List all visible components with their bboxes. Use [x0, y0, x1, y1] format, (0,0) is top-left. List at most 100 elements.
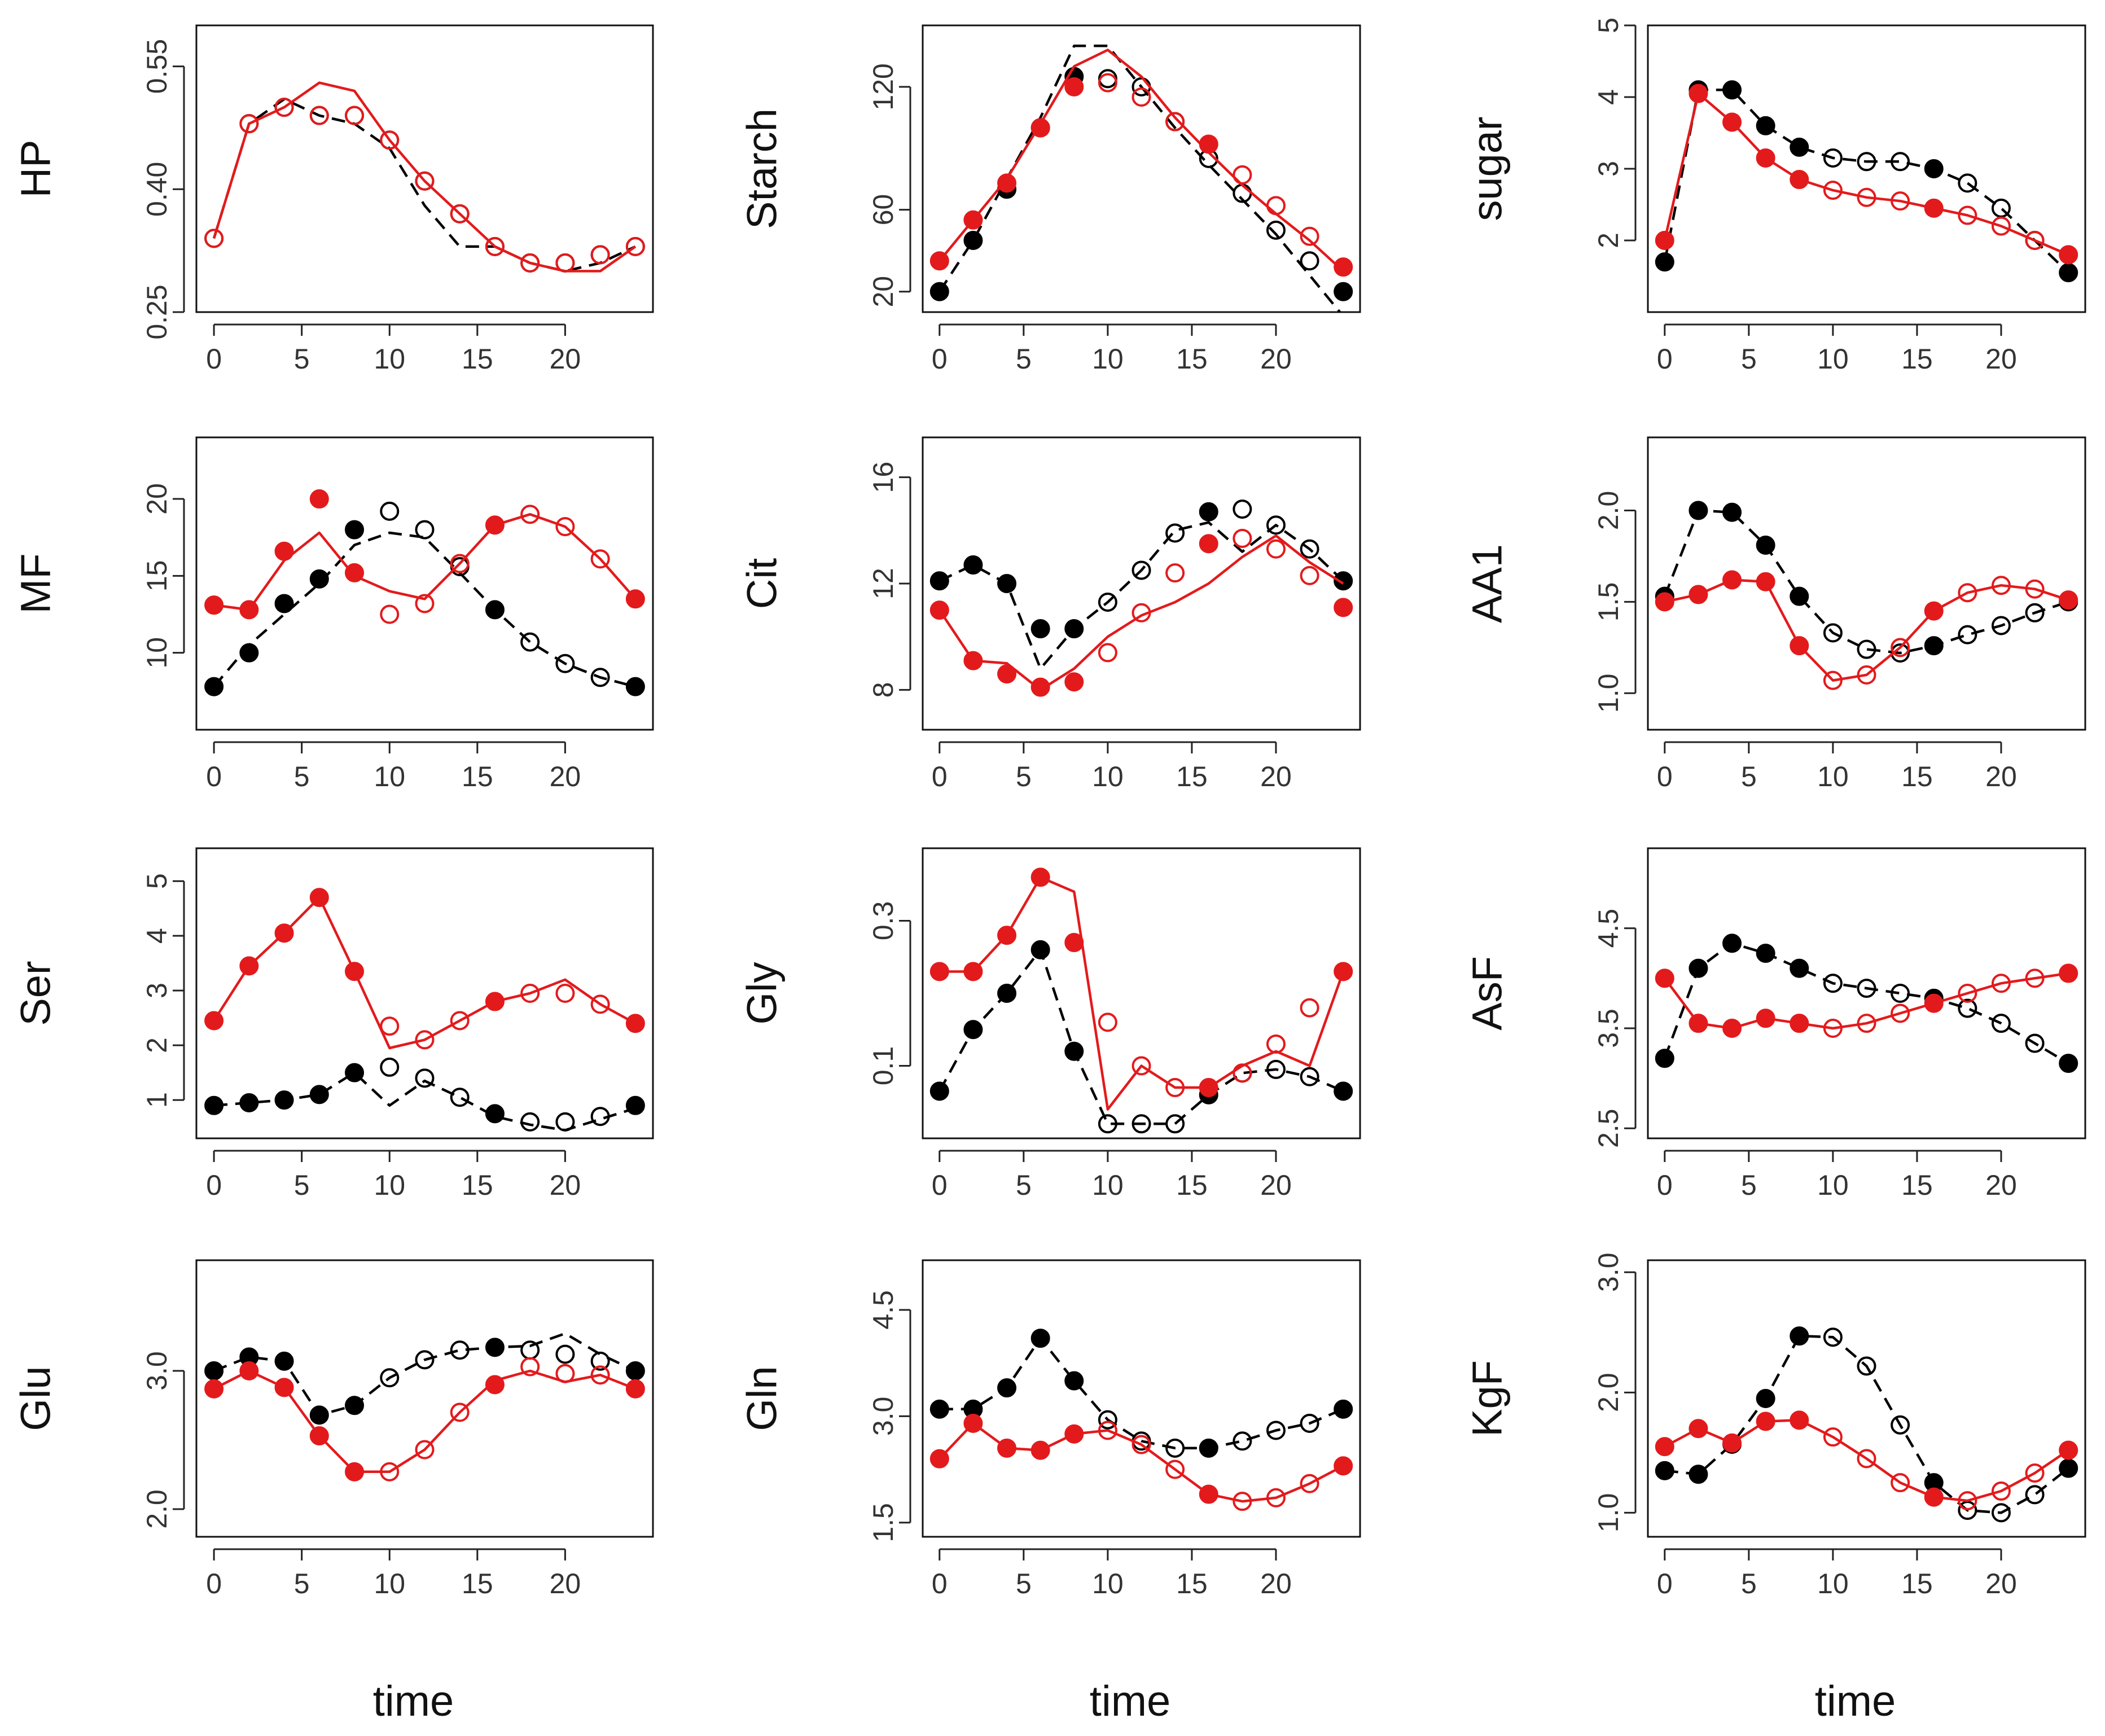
- x-tick-label: 0: [1657, 343, 1673, 375]
- y-tick-label: 15: [141, 560, 173, 592]
- x-tick-label: 0: [932, 1568, 948, 1599]
- red-observed-points: [1655, 570, 2078, 690]
- y-tick-label: 1.5: [867, 1503, 899, 1542]
- y-tick-label: 0.3: [867, 901, 899, 941]
- red-fit-line: [1663, 972, 2069, 1030]
- data-point: [1891, 1003, 1910, 1023]
- panel-ser: 0 5 10 15 20 1 2 3 4 5 Ser: [12, 847, 654, 1201]
- data-point: [1891, 638, 1910, 657]
- y-axis-label: Ser: [12, 961, 59, 1025]
- y-tick-label: 1.0: [1593, 673, 1624, 713]
- x-tick-label: 15: [1901, 761, 1933, 792]
- black-fit-line: [1663, 89, 2069, 274]
- y-tick-label: 16: [867, 462, 899, 493]
- black-fit-line: [213, 531, 636, 688]
- data-point: [520, 505, 540, 524]
- data-point: [1823, 1427, 1843, 1447]
- data-point: [590, 668, 610, 687]
- x-axis: 0 5 10 15 20: [1657, 741, 2017, 792]
- x-tick-label: 0: [206, 343, 222, 375]
- data-point: [1991, 616, 2011, 635]
- y-axis-label: Starch: [739, 108, 786, 229]
- red-fit-line: [939, 876, 1345, 1111]
- x-tick-label: 5: [1741, 1568, 1757, 1599]
- data-point: [1199, 534, 1218, 554]
- data-point: [1030, 619, 1050, 639]
- data-point: [1823, 181, 1843, 200]
- x-axis: 0 5 10 15 20: [206, 1150, 581, 1201]
- data-point: [1991, 216, 2011, 236]
- data-point: [415, 520, 435, 540]
- y-tick-label: 1: [141, 1092, 173, 1108]
- data-point: [450, 1011, 470, 1031]
- y-axis-label: Gln: [739, 1366, 786, 1431]
- black-observed-points: [204, 1338, 645, 1425]
- data-point: [1334, 962, 1353, 981]
- red-fit-line: [212, 81, 637, 273]
- data-point: [1991, 1503, 2011, 1523]
- black-fit-line: [1663, 509, 2069, 655]
- y-tick-label: 3.0: [141, 1351, 173, 1391]
- x-tick-label: 10: [1817, 1568, 1849, 1599]
- data-point: [309, 1085, 329, 1104]
- data-point: [1958, 625, 1977, 645]
- data-point: [380, 501, 400, 521]
- data-point: [1266, 539, 1286, 559]
- x-axis: 0 5 10 15 20: [206, 323, 581, 375]
- data-point: [1165, 112, 1185, 131]
- black-fit-line: [213, 1332, 636, 1417]
- data-point: [1300, 1474, 1319, 1493]
- y-axis-label: Gly: [739, 962, 786, 1025]
- data-point: [1266, 220, 1286, 240]
- data-point: [1823, 974, 1843, 993]
- y-tick-label: 2: [141, 1037, 173, 1053]
- data-point: [2025, 1485, 2045, 1505]
- data-point: [2025, 603, 2045, 622]
- data-point: [204, 1379, 224, 1399]
- y-axis: 2.5 3.5 4.5: [1593, 909, 1637, 1148]
- data-point: [1199, 134, 1218, 154]
- x-tick-label: 20: [550, 761, 581, 792]
- y-axis: 1 2 3 4 5: [141, 873, 185, 1108]
- data-point: [555, 654, 575, 673]
- data-point: [1823, 623, 1843, 643]
- data-point: [485, 236, 505, 256]
- red-fit-line: [213, 1369, 636, 1474]
- data-point: [1064, 672, 1084, 692]
- x-axis: 0 5 10 15 20: [932, 1150, 1292, 1201]
- data-point: [1098, 1012, 1117, 1032]
- x-axis: 0 5 10 15 20: [932, 1548, 1292, 1599]
- data-point: [520, 632, 540, 652]
- data-point: [1266, 196, 1286, 216]
- x-tick-label: 20: [1985, 343, 2017, 375]
- plot-frame: [195, 436, 654, 731]
- data-point: [1165, 523, 1185, 543]
- data-point: [1233, 499, 1252, 519]
- data-point: [1233, 165, 1252, 185]
- data-point: [1891, 1415, 1910, 1435]
- y-tick-label: 4.5: [1593, 909, 1624, 948]
- plot-frame: [195, 847, 654, 1139]
- data-point: [997, 173, 1017, 193]
- y-axis-label: AsF: [1464, 956, 1511, 1031]
- red-observed-points: [204, 888, 645, 1050]
- data-point: [274, 98, 294, 117]
- data-point: [1030, 677, 1050, 697]
- x-tick-label: 0: [1657, 1568, 1673, 1599]
- data-point: [963, 231, 983, 250]
- red-fit-line: [1664, 578, 2069, 682]
- red-fit-line: [213, 513, 637, 611]
- x-tick-label: 0: [1657, 761, 1673, 792]
- red-observed-points: [204, 1357, 645, 1481]
- black-observed-points: [929, 499, 1353, 639]
- data-point: [997, 664, 1017, 684]
- y-axis: 1.0 1.5 2.0: [1593, 491, 1637, 713]
- black-fit-line: [938, 948, 1344, 1125]
- panel-hp: 0 5 10 15 20 0.25 0.40 0.55 HP: [12, 24, 654, 375]
- y-tick-label: 120: [867, 63, 899, 110]
- x-axis: 0 5 10 15 20: [1657, 323, 2017, 375]
- y-tick-label: 3: [1593, 161, 1624, 177]
- data-point: [380, 604, 400, 624]
- panel-sugar: 0 5 10 15 20 2 3 4 5 sugar: [1464, 17, 2086, 375]
